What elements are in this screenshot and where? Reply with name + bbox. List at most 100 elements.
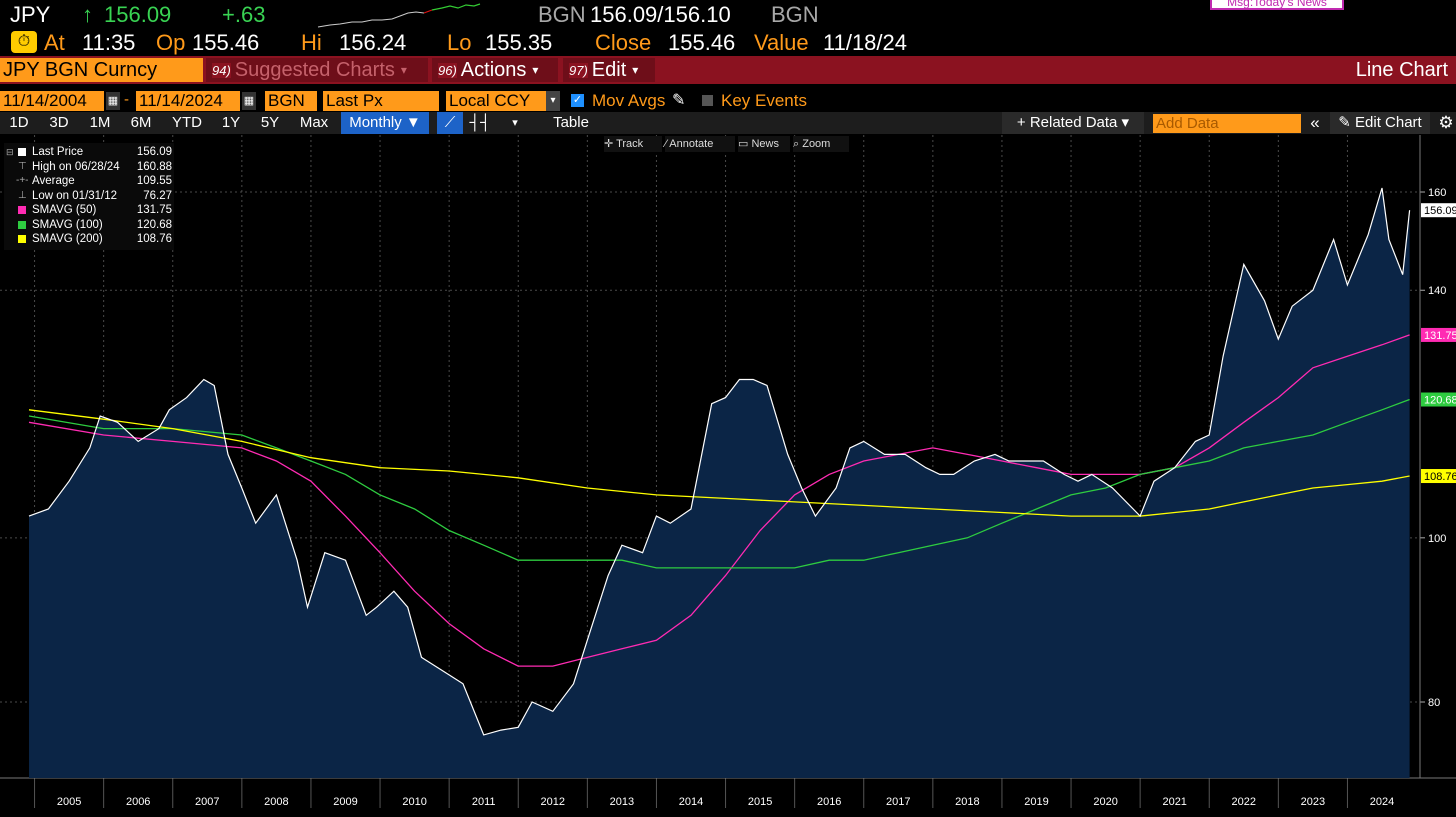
legend-label: SMAVG (200) — [32, 233, 103, 245]
low-marker-icon: ⊥ — [18, 190, 27, 201]
legend-label: Average — [32, 175, 75, 187]
low-value: 155.35 — [485, 30, 553, 55]
edit-button[interactable]: 97) Edit ▾ — [563, 58, 655, 82]
line-chart-icon[interactable]: ⟋ — [437, 112, 463, 134]
close-label: Close — [595, 30, 652, 55]
period-1m[interactable]: 1M — [89, 114, 111, 131]
chevron-down-icon[interactable]: ▾ — [546, 91, 560, 111]
legend-label: Low on 01/31/12 — [32, 190, 118, 202]
key-events-label: Key Events — [721, 91, 807, 110]
x-tick-label: 2020 — [1093, 796, 1117, 808]
legend-value: 156.09 — [136, 146, 172, 158]
zoom-tool[interactable]: ⌕ Zoom — [793, 136, 849, 152]
clock-icon[interactable]: ⏱ — [11, 31, 37, 53]
annotate-tool[interactable]: ⁄ Annotate — [665, 136, 735, 152]
ask-source: BGN — [771, 2, 819, 27]
period-ytd[interactable]: YTD — [172, 114, 202, 131]
sma50-tag — [1421, 327, 1456, 342]
chart-type-label[interactable]: Line Chart — [1355, 59, 1448, 81]
x-tick-label: 2015 — [748, 796, 772, 808]
key-events-checkbox[interactable] — [702, 95, 713, 106]
legend-label: Last Price — [32, 146, 84, 158]
x-tick-label: 2011 — [472, 796, 496, 808]
last-price-tag — [1421, 203, 1456, 218]
price-line — [28, 187, 1411, 736]
actions-button[interactable]: 96) Actions ▾ — [432, 58, 558, 82]
at-label: At — [44, 30, 65, 55]
high-label: Hi — [301, 30, 322, 55]
period-1d[interactable]: 1D — [9, 114, 29, 131]
frequency-selector[interactable]: Monthly ▼ — [341, 112, 429, 134]
period-3d[interactable]: 3D — [49, 114, 69, 131]
mov-avgs-label: Mov Avgs — [592, 91, 666, 110]
calendar-icon[interactable]: ▦ — [242, 92, 256, 110]
pencil-icon: ✎ — [1338, 114, 1351, 131]
x-tick-label: 2023 — [1301, 796, 1325, 808]
average-marker-icon: -+- — [16, 175, 29, 186]
x-tick-label: 2012 — [541, 796, 565, 808]
source-field[interactable]: BGN — [265, 91, 317, 111]
legend-swatch — [18, 235, 26, 243]
edit-num: 97) — [569, 62, 588, 78]
period-max[interactable]: Max — [299, 114, 329, 131]
currency-selector[interactable]: Local CCY — [446, 91, 546, 111]
legend-last-price: Last Price 156.09 — [8, 145, 174, 159]
period-1y[interactable]: 1Y — [221, 114, 241, 131]
legend-value: 120.68 — [136, 219, 172, 231]
gear-icon[interactable]: ⚙ — [1438, 113, 1454, 132]
ticker[interactable]: JPY — [10, 2, 51, 27]
up-arrow-icon: ↑ — [82, 2, 93, 27]
zoom-label: Zoom — [802, 138, 831, 150]
period-6m[interactable]: 6M — [130, 114, 152, 131]
mov-avgs-checkbox[interactable]: ✓ — [571, 94, 584, 107]
legend-label: SMAVG (50) — [32, 204, 97, 216]
x-tick-label: 2016 — [817, 796, 841, 808]
price-area — [29, 188, 1410, 778]
collapse-icon[interactable]: ⊟ — [6, 147, 14, 157]
news-label: News — [751, 138, 779, 150]
y-tick-label: 160 — [1428, 187, 1446, 199]
period-5y[interactable]: 5Y — [260, 114, 280, 131]
legend-swatch — [18, 221, 26, 229]
legend-label: SMAVG (100) — [32, 219, 103, 231]
field-selector[interactable]: Last Px — [323, 91, 439, 111]
table-button[interactable]: Table — [553, 114, 589, 131]
close-value: 155.46 — [668, 30, 736, 55]
value-label: Value — [754, 30, 809, 55]
x-tick-label: 2008 — [264, 796, 288, 808]
legend-value: 160.88 — [136, 161, 172, 173]
bar-chart-icon[interactable]: ┤┤ — [469, 114, 491, 131]
chevron-down-icon: ▾ — [632, 63, 639, 77]
collapse-icon[interactable]: « — [1310, 113, 1320, 132]
quote-time: 11:35 — [82, 30, 136, 55]
sma100-tag-text: 120.68 — [1424, 395, 1456, 407]
track-label: Track — [616, 138, 644, 150]
calendar-icon[interactable]: ▦ — [106, 92, 120, 110]
high-value: 156.24 — [339, 30, 407, 55]
message-badge[interactable]: Msg:Today's News — [1210, 0, 1344, 10]
last-price-tag-text: 156.09 — [1424, 205, 1456, 217]
related-data-button[interactable]: + Related Data ▾ — [1002, 112, 1144, 134]
suggested-num: 94) — [212, 62, 231, 78]
track-tool[interactable]: ✛ Track — [604, 136, 662, 152]
actions-label: Actions — [460, 58, 527, 81]
news-tool[interactable]: ▭ News — [738, 136, 790, 152]
chart-legend[interactable]: ⊟ Last Price 156.09 ⊤ High on 06/28/24 1… — [4, 143, 174, 250]
security-field[interactable]: JPY BGN Curncy — [0, 58, 203, 82]
legend-low: ⊥ Low on 01/31/12 76.27 — [8, 189, 174, 203]
edit-chart-button[interactable]: ✎ Edit Chart — [1330, 112, 1430, 134]
x-tick-label: 2009 — [333, 796, 357, 808]
start-date-field[interactable]: 11/14/2004 — [0, 91, 104, 111]
chevron-down-icon[interactable]: ▾ — [512, 117, 518, 129]
pencil-icon[interactable]: ✎ — [672, 92, 686, 109]
legend-value: 131.75 — [136, 204, 172, 216]
legend-value: 109.55 — [136, 175, 172, 187]
suggested-charts-button[interactable]: 94) Suggested Charts ▾ — [206, 58, 428, 82]
end-date-field[interactable]: 11/14/2024 — [136, 91, 240, 111]
x-tick-label: 2006 — [126, 796, 150, 808]
legend-label: High on 06/28/24 — [32, 161, 120, 173]
add-data-input[interactable]: Add Data — [1153, 114, 1301, 133]
bid-ask: 156.09/156.10 — [590, 2, 731, 27]
legend-sma200: SMAVG (200) 108.76 — [8, 232, 174, 246]
